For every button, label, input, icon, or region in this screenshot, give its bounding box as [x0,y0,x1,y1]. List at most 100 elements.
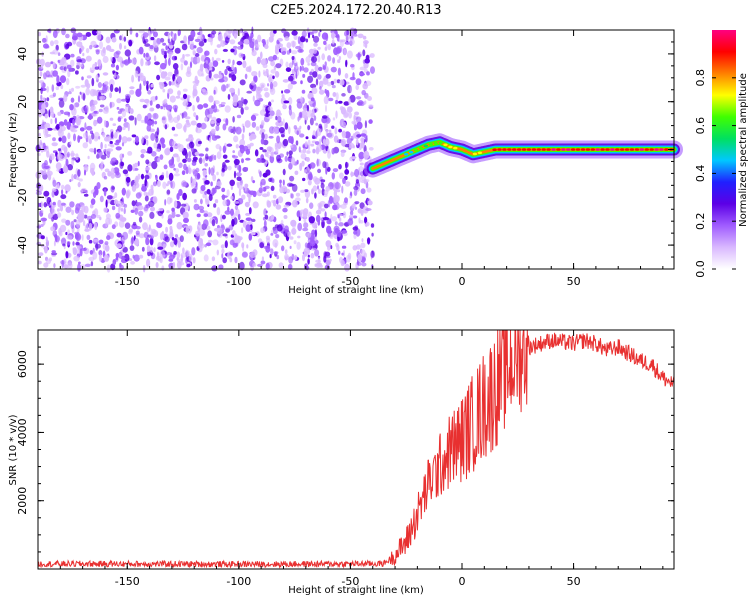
noise-speckle [234,256,238,264]
noise-speckle [174,47,181,54]
noise-speckle [270,69,277,74]
noise-speckle [343,101,350,106]
noise-speckle [245,224,251,232]
noise-speckle [234,66,237,75]
noise-speckle [210,181,213,187]
noise-speckle [232,116,235,123]
noise-speckle [307,179,312,186]
noise-speckle [259,170,262,178]
noise-speckle [196,56,201,64]
noise-speckle [45,145,50,154]
noise-speckle [253,75,258,83]
noise-speckle [331,32,335,39]
noise-speckle [199,29,203,38]
signal-hotspot [659,148,664,151]
noise-speckle [357,100,364,105]
noise-speckle [331,172,335,180]
noise-speckle [40,64,44,69]
noise-speckle [349,94,356,103]
noise-speckle [276,56,279,61]
noise-speckle [314,108,317,113]
noise-speckle [51,216,54,222]
noise-speckle [147,90,152,95]
noise-speckle [94,243,101,249]
noise-speckle [252,262,257,267]
noise-speckle [205,242,212,247]
noise-speckle [326,225,332,234]
noise-speckle [325,73,331,79]
noise-speckle [353,124,358,131]
noise-speckle [368,147,374,151]
noise-speckle [332,57,336,64]
noise-speckle [370,66,375,74]
noise-speckle [216,227,223,235]
noise-speckle [124,49,131,57]
noise-speckle [218,78,225,83]
noise-speckle [155,136,159,143]
noise-speckle [199,228,205,237]
noise-speckle [303,247,311,255]
noise-speckle [119,35,123,41]
noise-speckle [150,96,157,102]
noise-speckle [221,195,228,199]
signal-hotspot [664,148,669,151]
signal-hotspot [458,147,463,151]
noise-speckle [266,200,272,208]
signal-hotspot [556,148,561,151]
noise-speckle [352,245,358,251]
noise-speckle [63,264,69,269]
noise-speckle [182,88,188,92]
noise-speckle [149,45,154,50]
noise-speckle [236,163,240,170]
noise-speckle [57,148,62,152]
noise-speckle [51,142,58,147]
noise-speckle [312,71,318,78]
noise-speckle [114,131,118,139]
noise-speckle [319,264,323,268]
noise-speckle [288,150,293,156]
noise-speckle [237,46,243,50]
noise-speckle [37,31,42,37]
noise-speckle [283,89,291,94]
noise-speckle [333,78,338,84]
noise-speckle [341,245,347,249]
noise-speckle [116,200,124,207]
noise-speckle [183,60,188,66]
noise-speckle [107,148,114,152]
colorbar-tick-label: 0.6 [694,117,707,135]
noise-speckle [326,132,333,138]
noise-speckle [222,154,228,159]
noise-speckle [65,206,72,213]
noise-speckle [135,32,139,38]
noise-speckle [251,231,256,236]
noise-speckle [74,102,80,108]
noise-speckle [241,158,244,164]
noise-speckle [195,128,202,134]
noise-speckle [305,38,309,43]
snr-panel: -150 -100 -50 0 50 2000 4000 6000 Height of st… [8,329,675,596]
signal-hotspot [551,148,556,151]
noise-speckle [120,207,124,212]
noise-speckle [232,94,239,103]
noise-speckle [314,192,317,199]
noise-speckle [213,100,220,105]
noise-speckle [149,211,155,219]
noise-speckle [202,193,206,199]
noise-speckle [146,245,151,253]
noise-speckle [96,32,102,41]
noise-speckle [323,95,329,105]
noise-speckle [152,196,158,204]
noise-speckle [200,185,206,192]
signal-hotspot [423,144,428,148]
noise-speckle [168,254,175,260]
noise-speckle [288,75,294,82]
noise-speckle [335,47,341,54]
noise-speckle [134,162,138,168]
noise-speckle [208,95,214,103]
spectrogram-y-axis-label: Frequency (Hz) [8,112,19,188]
signal-hotspot [585,148,591,151]
noise-speckle [367,200,373,206]
noise-speckle [150,30,153,34]
noise-speckle [302,254,305,262]
noise-speckle [138,46,144,55]
